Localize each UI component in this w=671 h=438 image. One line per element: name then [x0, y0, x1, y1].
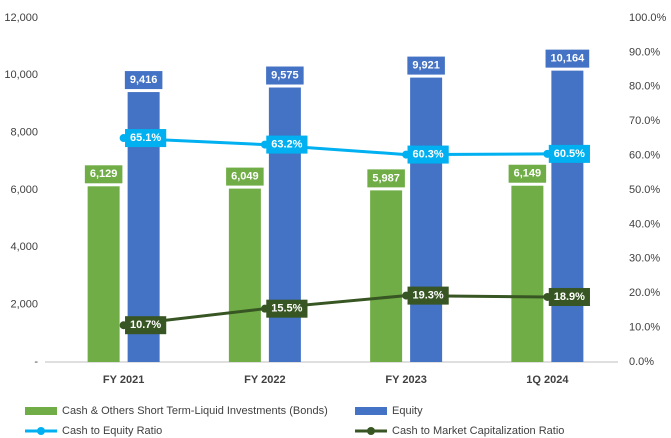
data-label-box [407, 286, 449, 305]
data-label: 10.7% [130, 319, 161, 331]
y2-tick-label: 100.0% [629, 12, 667, 24]
data-label: 9,575 [271, 69, 299, 81]
y2-tick-label: 30.0% [629, 253, 660, 265]
legend-swatch [355, 407, 387, 415]
y-tick-label: 12,000 [4, 12, 38, 24]
y-tick-label: 8,000 [10, 127, 38, 139]
y2-tick-label: 50.0% [629, 184, 660, 196]
data-label: 6,149 [514, 168, 542, 180]
data-label: 19.3% [413, 290, 444, 302]
data-label-box [266, 135, 308, 154]
x-tick-label: FY 2023 [385, 374, 426, 386]
line [123, 294, 548, 327]
data-label-box [407, 145, 449, 164]
bar [511, 185, 544, 362]
x-tick-label: FY 2022 [244, 374, 285, 386]
y2-tick-label: 0.0% [629, 356, 654, 368]
data-label-box [548, 144, 590, 163]
y2-tick-label: 80.0% [629, 81, 660, 93]
y-tick-label: 10,000 [4, 69, 38, 81]
data-label-box [266, 299, 308, 318]
y2-tick-label: 90.0% [629, 46, 660, 58]
data-label: 60.3% [413, 148, 444, 160]
data-label-box [124, 71, 163, 90]
data-label: 6,129 [90, 168, 118, 180]
data-label: 15.5% [271, 303, 302, 315]
data-label-box [266, 66, 304, 85]
bar [87, 186, 120, 362]
data-label-box [407, 56, 445, 75]
data-label: 60.5% [554, 148, 585, 160]
data-label-box [125, 129, 167, 148]
data-label-box [545, 49, 590, 68]
data-label: 65.1% [130, 132, 161, 144]
data-label-box [367, 169, 405, 188]
data-label: 10,164 [551, 53, 586, 65]
data-label-box [508, 164, 547, 183]
legend-label: Equity [392, 405, 423, 417]
legend-label: Cash to Equity Ratio [62, 425, 162, 437]
y2-tick-label: 10.0% [629, 322, 660, 334]
data-label: 18.9% [554, 291, 585, 303]
y-tick-label: - [34, 356, 38, 368]
data-label-box [84, 165, 123, 184]
data-label: 5,987 [372, 172, 400, 184]
y2-tick-label: 70.0% [629, 115, 660, 127]
line [123, 136, 548, 157]
data-label-box [125, 316, 167, 335]
data-label: 9,416 [130, 74, 158, 86]
legend-label: Cash to Market Capitalization Ratio [392, 425, 564, 437]
y2-tick-label: 20.0% [629, 287, 660, 299]
legend-marker [367, 427, 375, 435]
y-tick-label: 6,000 [10, 184, 38, 196]
legend-swatch [25, 407, 57, 415]
data-label-box [548, 287, 590, 306]
data-label: 63.2% [271, 138, 302, 150]
x-tick-label: 1Q 2024 [526, 374, 569, 386]
x-tick-label: FY 2021 [103, 374, 144, 386]
bar [551, 70, 584, 362]
y-tick-label: 2,000 [10, 299, 38, 311]
data-label: 9,921 [412, 60, 440, 72]
bar [410, 77, 443, 363]
bar [370, 190, 403, 362]
data-label: 6,049 [231, 171, 259, 183]
legend-marker [37, 427, 45, 435]
y2-tick-label: 40.0% [629, 218, 660, 230]
y2-tick-label: 60.0% [629, 150, 660, 162]
bar [228, 188, 261, 362]
bar [268, 87, 301, 363]
y-tick-label: 4,000 [10, 241, 38, 253]
data-label-box [226, 167, 264, 186]
legend-label: Cash & Others Short Term-Liquid Investme… [62, 405, 328, 417]
